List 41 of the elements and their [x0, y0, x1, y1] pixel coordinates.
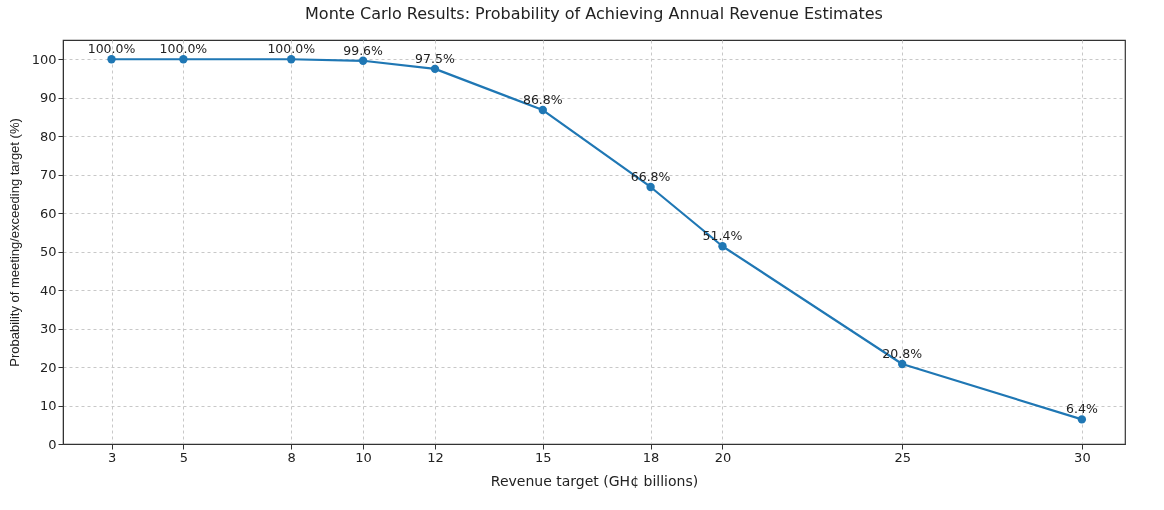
y-tick-label: 0	[48, 436, 57, 452]
x-tick-label: 25	[894, 449, 911, 465]
y-tick-label: 90	[39, 90, 57, 106]
chart-title: Monte Carlo Results: Probability of Achieving Annual Revenue Estimates	[305, 4, 883, 23]
point	[646, 182, 655, 192]
y-tick-label: 60	[39, 205, 57, 221]
y-tick-label: 30	[39, 321, 57, 337]
y-tick-label: 70	[39, 167, 57, 183]
x-tick-label: 5	[179, 449, 189, 465]
point	[287, 55, 296, 64]
data-label: 100.0%	[159, 41, 208, 57]
y-tick-label: 10	[39, 398, 57, 414]
x-tick-label: 10	[355, 449, 372, 465]
point	[107, 55, 116, 64]
point	[358, 56, 368, 65]
y-tick-label: 50	[39, 244, 57, 260]
data-label: 6.4%	[1065, 401, 1098, 417]
x-tick-label: 18	[642, 449, 660, 465]
point	[718, 242, 727, 251]
x-tick-label: 20	[714, 449, 732, 465]
x-axis-title: Revenue target (GH¢ billions)	[490, 472, 699, 489]
data-label: 86.8%	[522, 92, 563, 108]
data-label: 100.0%	[87, 41, 136, 57]
point	[1077, 415, 1087, 424]
point	[430, 64, 440, 74]
y-tick-label: 20	[39, 359, 57, 375]
point	[897, 359, 907, 369]
x-tick-label: 8	[287, 449, 296, 465]
y-tick-label: 40	[39, 282, 57, 298]
x-tick-label: 12	[427, 449, 444, 465]
x-tick-label: 15	[535, 449, 552, 465]
x-tick-label: 3	[107, 449, 117, 465]
y-tick-label: 100	[31, 51, 57, 67]
x-tick-label: 30	[1074, 449, 1091, 465]
y-tick-label: 80	[39, 128, 57, 144]
point	[538, 105, 547, 115]
y-axis-title: Probability of meeting/exceeding target (%)	[6, 118, 22, 367]
data-label: 100.0%	[267, 41, 316, 57]
data-label: 97.5%	[415, 50, 455, 66]
data-label: 99.6%	[343, 42, 384, 58]
point	[179, 55, 188, 64]
